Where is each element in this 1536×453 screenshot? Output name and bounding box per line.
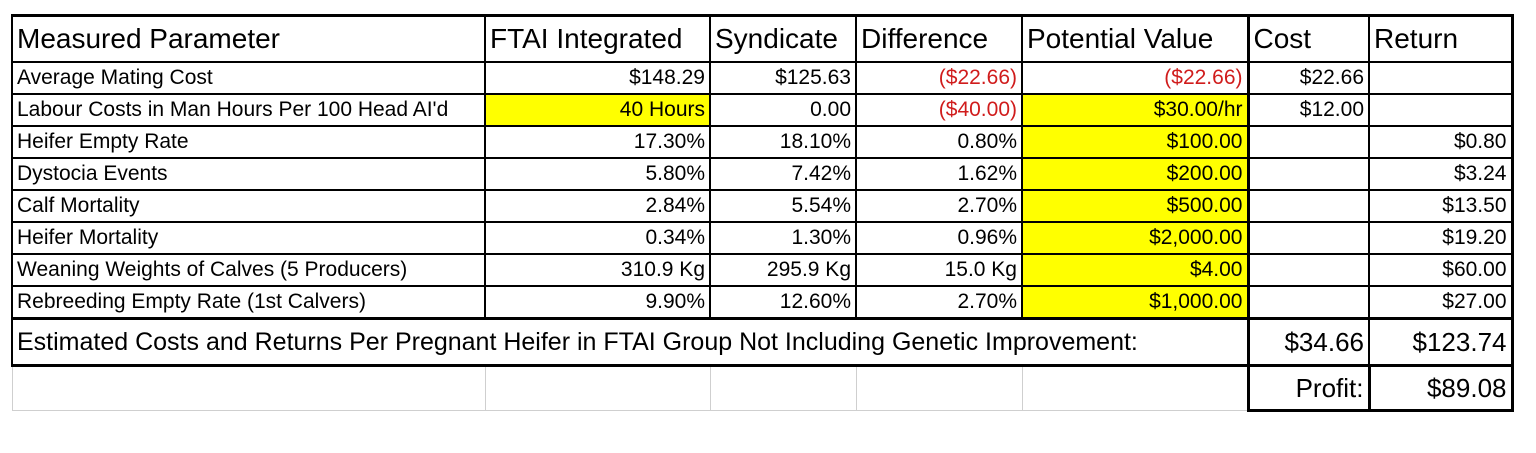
cell-return[interactable]: $60.00 bbox=[1368, 253, 1514, 287]
cell-return[interactable]: $27.00 bbox=[1368, 285, 1514, 320]
cell-syndicate[interactable]: 0.00 bbox=[709, 93, 857, 127]
empty-cell[interactable] bbox=[1021, 364, 1249, 411]
cell-return[interactable] bbox=[1368, 93, 1514, 127]
header-potential-value[interactable]: Potential Value bbox=[1021, 14, 1249, 63]
cell-difference[interactable]: 1.62% bbox=[855, 157, 1023, 191]
table-row: Heifer Empty Rate 17.30% 18.10% 0.80% $1… bbox=[11, 125, 1514, 159]
header-row: Measured Parameter FTAI Integrated Syndi… bbox=[11, 14, 1514, 63]
header-return[interactable]: Return bbox=[1368, 14, 1514, 63]
cell-syndicate[interactable]: 1.30% bbox=[709, 221, 857, 255]
cell-ftai[interactable]: 9.90% bbox=[484, 285, 711, 320]
cell-cost[interactable] bbox=[1246, 125, 1370, 159]
empty-cell[interactable] bbox=[855, 364, 1023, 411]
cell-potential-value[interactable]: $30.00/hr bbox=[1021, 93, 1249, 127]
cell-ftai[interactable]: 310.9 Kg bbox=[484, 253, 711, 287]
header-syndicate[interactable]: Syndicate bbox=[709, 14, 857, 63]
total-return[interactable]: $123.74 bbox=[1368, 317, 1514, 367]
cell-return[interactable]: $0.80 bbox=[1368, 125, 1514, 159]
cell-param[interactable]: Rebreeding Empty Rate (1st Calvers) bbox=[11, 285, 486, 320]
cell-potential-value[interactable]: $2,000.00 bbox=[1021, 221, 1249, 255]
cell-potential-value[interactable]: $100.00 bbox=[1021, 125, 1249, 159]
total-row: Estimated Costs and Returns Per Pregnant… bbox=[11, 317, 1514, 367]
profit-row: Profit: $89.08 bbox=[11, 364, 1514, 412]
empty-cell[interactable] bbox=[709, 364, 857, 411]
cell-param[interactable]: Calf Mortality bbox=[11, 189, 486, 223]
cell-param[interactable]: Heifer Mortality bbox=[11, 221, 486, 255]
cell-param[interactable]: Labour Costs in Man Hours Per 100 Head A… bbox=[11, 93, 486, 127]
cell-syndicate[interactable]: 5.54% bbox=[709, 189, 857, 223]
header-measured-parameter[interactable]: Measured Parameter bbox=[11, 14, 486, 63]
cell-difference[interactable]: 0.96% bbox=[855, 221, 1023, 255]
cell-difference[interactable]: 15.0 Kg bbox=[855, 253, 1023, 287]
cell-difference[interactable]: 2.70% bbox=[855, 285, 1023, 320]
header-difference[interactable]: Difference bbox=[855, 14, 1023, 63]
cell-return[interactable]: $19.20 bbox=[1368, 221, 1514, 255]
cell-difference[interactable]: ($22.66) bbox=[855, 61, 1023, 95]
cell-ftai[interactable]: 40 Hours bbox=[484, 93, 711, 127]
table-row: Dystocia Events 5.80% 7.42% 1.62% $200.0… bbox=[11, 157, 1514, 191]
cell-syndicate[interactable]: 7.42% bbox=[709, 157, 857, 191]
cell-cost[interactable] bbox=[1246, 253, 1370, 287]
table-row: Labour Costs in Man Hours Per 100 Head A… bbox=[11, 93, 1514, 127]
cell-potential-value[interactable]: $4.00 bbox=[1021, 253, 1249, 287]
cell-cost[interactable] bbox=[1246, 189, 1370, 223]
cell-potential-value[interactable]: ($22.66) bbox=[1021, 61, 1249, 95]
empty-cell[interactable] bbox=[484, 364, 711, 411]
profit-value[interactable]: $89.08 bbox=[1367, 364, 1514, 412]
cost-return-table: Measured Parameter FTAI Integrated Syndi… bbox=[11, 14, 1514, 412]
cell-return[interactable]: $13.50 bbox=[1368, 189, 1514, 223]
cell-param[interactable]: Dystocia Events bbox=[11, 157, 486, 191]
cell-difference[interactable]: ($40.00) bbox=[855, 93, 1023, 127]
cell-difference[interactable]: 0.80% bbox=[855, 125, 1023, 159]
cell-ftai[interactable]: $148.29 bbox=[484, 61, 711, 95]
cell-param[interactable]: Average Mating Cost bbox=[11, 61, 486, 95]
total-cost[interactable]: $34.66 bbox=[1246, 317, 1370, 367]
header-cost[interactable]: Cost bbox=[1246, 14, 1370, 63]
table-row: Rebreeding Empty Rate (1st Calvers) 9.90… bbox=[11, 285, 1514, 320]
cell-ftai[interactable]: 5.80% bbox=[484, 157, 711, 191]
cell-param[interactable]: Heifer Empty Rate bbox=[11, 125, 486, 159]
table-row: Average Mating Cost $148.29 $125.63 ($22… bbox=[11, 61, 1514, 95]
cell-cost[interactable] bbox=[1246, 157, 1370, 191]
empty-cell[interactable] bbox=[11, 364, 486, 411]
cell-syndicate[interactable]: 12.60% bbox=[709, 285, 857, 320]
cell-cost[interactable]: $12.00 bbox=[1246, 93, 1370, 127]
cell-cost[interactable] bbox=[1246, 221, 1370, 255]
spreadsheet: Measured Parameter FTAI Integrated Syndi… bbox=[11, 14, 1514, 434]
header-ftai-integrated[interactable]: FTAI Integrated bbox=[484, 14, 711, 63]
cell-potential-value[interactable]: $200.00 bbox=[1021, 157, 1249, 191]
total-label[interactable]: Estimated Costs and Returns Per Pregnant… bbox=[11, 317, 1250, 367]
cell-syndicate[interactable]: 295.9 Kg bbox=[709, 253, 857, 287]
cell-return[interactable]: $3.24 bbox=[1368, 157, 1514, 191]
cell-cost[interactable]: $22.66 bbox=[1246, 61, 1370, 95]
cell-ftai[interactable]: 17.30% bbox=[484, 125, 711, 159]
cell-potential-value[interactable]: $1,000.00 bbox=[1021, 285, 1249, 320]
cell-cost[interactable] bbox=[1246, 285, 1370, 320]
cell-syndicate[interactable]: $125.63 bbox=[709, 61, 857, 95]
cell-potential-value[interactable]: $500.00 bbox=[1021, 189, 1249, 223]
cell-ftai[interactable]: 2.84% bbox=[484, 189, 711, 223]
cell-param[interactable]: Weaning Weights of Calves (5 Producers) bbox=[11, 253, 486, 287]
cell-difference[interactable]: 2.70% bbox=[855, 189, 1023, 223]
profit-label[interactable]: Profit: bbox=[1246, 364, 1371, 412]
table-row: Heifer Mortality 0.34% 1.30% 0.96% $2,00… bbox=[11, 221, 1514, 255]
table-row: Calf Mortality 2.84% 5.54% 2.70% $500.00… bbox=[11, 189, 1514, 223]
cell-ftai[interactable]: 0.34% bbox=[484, 221, 711, 255]
cell-return[interactable] bbox=[1368, 61, 1514, 95]
cell-syndicate[interactable]: 18.10% bbox=[709, 125, 857, 159]
table-row: Weaning Weights of Calves (5 Producers) … bbox=[11, 253, 1514, 287]
